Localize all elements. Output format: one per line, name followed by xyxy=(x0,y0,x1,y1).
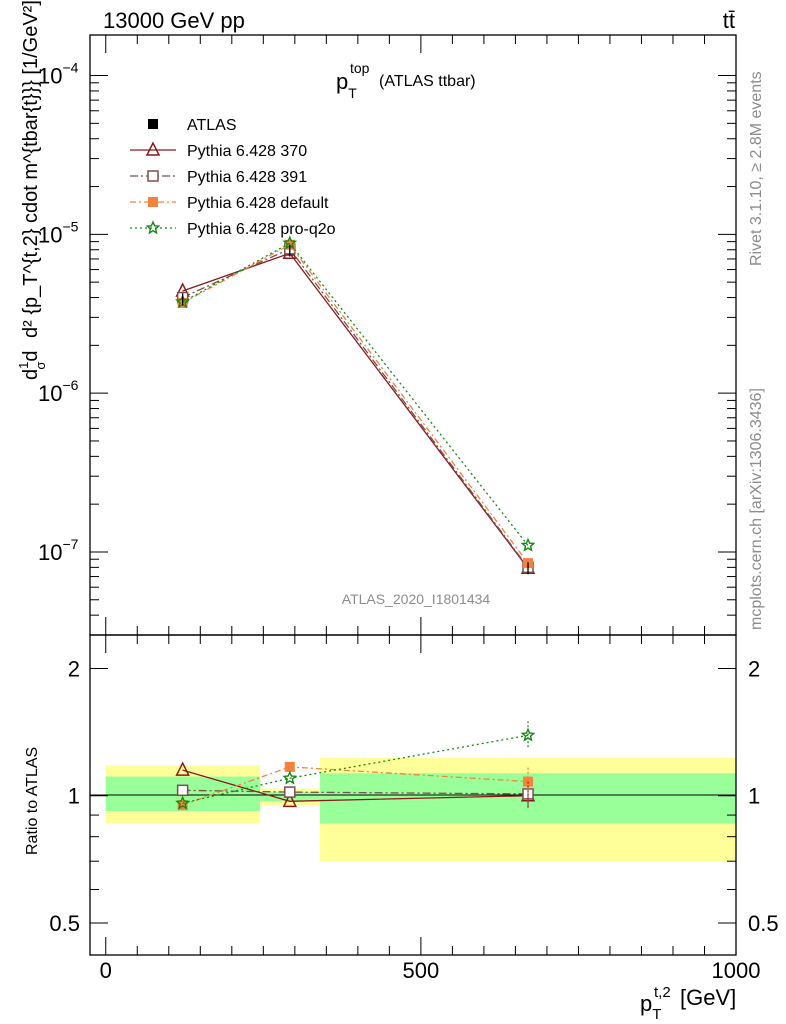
main-y-axis-prefix: d1 σd xyxy=(16,350,48,380)
x-axis-label: pT xyxy=(640,991,661,1023)
x-tick-label-3: 1000 xyxy=(712,958,761,983)
ratio-y-tick-label-right-3: 2 xyxy=(748,656,760,681)
main-series-pythia-6-428-370-line xyxy=(182,252,529,569)
ratio-uncertainty-bands xyxy=(105,757,736,862)
ratio-y-axis-label: Ratio to ATLAS xyxy=(24,747,41,855)
main-y-tick-label-4: 10−4 xyxy=(38,60,79,89)
main-y-tick-label-2: 10−6 xyxy=(38,377,79,406)
x-axis-label-sub: T xyxy=(652,1006,661,1023)
x-tick-label-1: 0 xyxy=(100,958,112,983)
x-tick-label-2: 500 xyxy=(403,958,440,983)
ratio-y-tick-label-2: 1 xyxy=(68,784,80,809)
chart-title-rest: (ATLAS ttbar) xyxy=(379,73,476,90)
x-axis-label-sup: t,2 xyxy=(654,984,671,1001)
main-series-pythia-6-428-391-line xyxy=(182,248,529,568)
ratio-series-pythia-6-428-370-point-1 xyxy=(175,761,190,776)
main-y-axis-label: d1 σd d² {p_T^{t,2} cdot m^{tbar{t}}} [1/… xyxy=(16,0,48,380)
ratio-y-tick-label-3: 2 xyxy=(68,656,80,681)
x-axis-label-unit: [GeV] xyxy=(680,985,736,1010)
main-series-pythia-6-428-default-line xyxy=(182,243,529,564)
legend-item-4-label: Pythia 6.428 default xyxy=(187,195,329,212)
legend-item-1-label: ATLAS xyxy=(187,117,237,134)
ratio-axis-ticks: 0.5 0.5 1 1 2 2 0 500 1000 xyxy=(49,635,779,983)
ratio-series-pythia-6-428-pro-q2o-line xyxy=(182,734,529,804)
main-series-pythia-6-428-pro-q2o-point-3 xyxy=(520,537,536,552)
legend-item-5-label: Pythia 6.428 pro-q2o xyxy=(187,221,336,238)
x-axis-label-main: p xyxy=(640,991,652,1016)
ratio-y-tick-label-right-2: 1 xyxy=(748,784,760,809)
ratio-series-pythia-6-428-391-point-1 xyxy=(176,784,189,797)
ratio-series-layer xyxy=(175,721,536,811)
main-panel: 10−7 10−6 10−5 10−4 pT top (ATLAS ttbar) AT… xyxy=(16,0,737,636)
ratio-frame xyxy=(89,634,737,956)
main-axis-ticks: 10−7 10−6 10−5 10−4 xyxy=(38,35,737,636)
legend-item-3-marker xyxy=(147,170,159,182)
rivet-version-label: Rivet 3.1.10, ≥ 2.8M events xyxy=(748,71,765,266)
chart-title-sub: T xyxy=(348,85,357,101)
ratio-series-pythia-6-428-370-line xyxy=(182,769,529,802)
ratio-series-pythia-6-428-370-point-2 xyxy=(282,792,298,808)
energy-label: 13000 GeV pp xyxy=(103,8,245,33)
main-series-layer xyxy=(175,235,536,575)
mcplots-label: mcplots.cern.ch [arXiv:1306.3436] xyxy=(748,388,765,630)
main-y-tick-label-exp-2: −6 xyxy=(62,377,78,393)
chart-title-main: p xyxy=(336,69,348,94)
legend-item-5-marker xyxy=(145,220,161,235)
main-y-axis-text: d² {p_T^{t,2} cdot m^{tbar{t}}} [1/GeV²] xyxy=(20,0,42,338)
main-y-tick-label-exp-3: −5 xyxy=(62,218,78,234)
legend-item-2-marker xyxy=(145,141,161,156)
legend-item-2-label: Pythia 6.428 370 xyxy=(187,143,307,160)
chart-title: pT xyxy=(336,69,357,101)
main-y-tick-label-3: 10−5 xyxy=(38,218,79,247)
chart-title-sup: top xyxy=(350,60,370,76)
ratio-series-pythia-6-428-391-point-2 xyxy=(284,786,296,798)
ratio-series-pythia-6-428-default-point-2 xyxy=(284,761,295,772)
ratio-y-tick-label-right-1: 0.5 xyxy=(748,911,779,936)
legend: ATLAS Pythia 6.428 370 Pythia 6.428 391 Pyt… xyxy=(130,117,336,238)
main-y-tick-label-1: 10−7 xyxy=(38,536,79,565)
ratio-y-tick-label-1: 0.5 xyxy=(49,911,80,936)
main-y-tick-label-exp-1: −7 xyxy=(62,536,78,552)
main-y-tick-label-exp-4: −4 xyxy=(62,60,78,76)
analysis-id-label: ATLAS_2020_I1801434 xyxy=(342,591,491,607)
legend-item-3-label: Pythia 6.428 391 xyxy=(187,169,307,186)
legend-item-1-marker xyxy=(148,119,158,129)
ratio-series-pythia-6-428-pro-q2o-point-2 xyxy=(282,770,298,785)
ratio-panel: 0.5 0.5 1 1 2 2 0 500 1000 Ratio to ATLAS pT t,2… xyxy=(24,634,779,1023)
main-series-pythia-6-428-pro-q2o-line xyxy=(182,242,529,546)
process-label: tt̄ xyxy=(723,8,735,33)
ratio-series-pythia-6-428-pro-q2o-point-1 xyxy=(175,795,191,810)
legend-item-4-marker xyxy=(148,197,158,207)
